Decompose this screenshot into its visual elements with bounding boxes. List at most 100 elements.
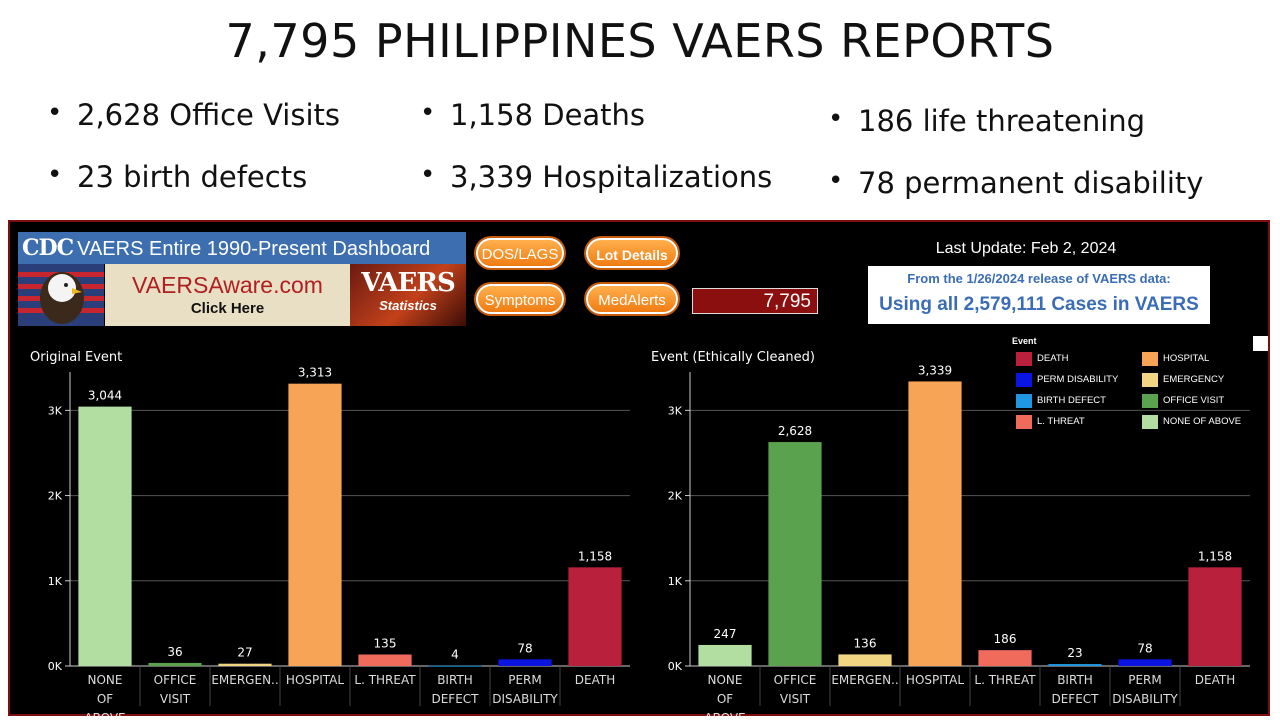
legend-swatch — [1142, 394, 1158, 408]
bar-value-label: 36 — [167, 645, 182, 659]
y-tick-label: 2K — [668, 490, 683, 503]
event-legend: Event DEATH HOSPITAL PERM DISABILITY EMERGE… — [1006, 332, 1256, 432]
bar-value-label: 3,313 — [298, 366, 332, 380]
dashboard-banner[interactable]: CDC VAERS Entire 1990-Present Dashboard — [18, 232, 466, 264]
vaers-logo-text: VAERS — [361, 268, 456, 298]
bar-value-label: 4 — [451, 648, 459, 662]
legend-swatch — [1016, 352, 1032, 366]
bar — [1048, 664, 1102, 666]
eagle-flag-image — [18, 264, 104, 326]
medalerts-button[interactable]: MedAlerts — [586, 284, 678, 314]
vaersaware-site: VAERSAware.com — [132, 272, 323, 298]
slide-title: 7,795 PHILIPPINES VAERS REPORTS — [225, 14, 1055, 68]
legend-label: PERM DISABILITY — [1037, 374, 1119, 385]
legend-label: DEATH — [1037, 353, 1069, 364]
y-tick-label: 2K — [48, 490, 63, 503]
legend-item: DEATH — [1016, 352, 1069, 366]
legend-title: Event — [1012, 336, 1037, 346]
y-tick-label: 0K — [668, 660, 683, 673]
filter-toggle[interactable] — [1253, 336, 1268, 351]
symptoms-button[interactable]: Symptoms — [476, 284, 564, 314]
legend-swatch — [1142, 352, 1158, 366]
x-tick-label: HOSPITAL — [906, 673, 964, 687]
lot-details-button[interactable]: Lot Details — [586, 238, 678, 268]
bar — [288, 383, 342, 666]
legend-item: NONE OF ABOVE — [1142, 415, 1241, 429]
bar-value-label: 3,339 — [918, 363, 952, 377]
vaersaware-click: Click Here — [190, 300, 265, 317]
bullet-deaths: 1,158 Deaths — [420, 98, 772, 160]
bar-value-label: 186 — [994, 632, 1017, 646]
legend-label: OFFICE VISIT — [1163, 395, 1225, 406]
statistics-logo-text: Statistics — [379, 298, 437, 313]
x-tick-label: L. THREAT — [354, 673, 416, 687]
bar-value-label: 78 — [517, 641, 532, 655]
legend-label: HOSPITAL — [1163, 353, 1210, 364]
legend-swatch — [1142, 373, 1158, 387]
bar-value-label: 27 — [237, 646, 252, 660]
bullet-life-threatening: 186 life threatening — [828, 104, 1203, 166]
dos-lags-button[interactable]: DOS/LAGS — [476, 238, 564, 268]
bar — [498, 659, 552, 666]
legend-label: BIRTH DEFECT — [1037, 395, 1106, 406]
bar — [218, 663, 272, 666]
x-tick-label: HOSPITAL — [286, 673, 344, 687]
x-tick-label: EMERGEN.. — [211, 673, 278, 687]
bar — [358, 654, 412, 666]
bar — [768, 442, 822, 666]
bullet-list-middle: 1,158 Deaths 3,339 Hospitalizations — [420, 98, 772, 222]
y-tick-label: 3K — [668, 404, 683, 417]
bullet-birth-defects: 23 birth defects — [47, 160, 340, 222]
legend-item: EMERGENCY — [1142, 373, 1224, 387]
x-tick-label: DEATH — [575, 673, 615, 687]
bar-value-label: 2,628 — [778, 424, 812, 438]
bullet-office-visits: 2,628 Office Visits — [47, 98, 340, 160]
bar — [568, 567, 622, 666]
legend-label: EMERGENCY — [1163, 374, 1225, 385]
legend-swatch — [1016, 415, 1032, 429]
bullet-hospitalizations: 3,339 Hospitalizations — [420, 160, 772, 222]
bar-value-label: 1,158 — [578, 549, 612, 563]
x-tick-label: DEATH — [1195, 673, 1235, 687]
x-tick-label: EMERGEN.. — [831, 673, 898, 687]
legend-item: L. THREAT — [1016, 415, 1085, 429]
x-tick-label: OFFICE VISIT — [774, 673, 817, 706]
cdc-logo: CDC — [22, 235, 74, 261]
x-tick-label: BIRTH DEFECT — [1051, 673, 1099, 706]
vaers-statistics-logo[interactable]: VAERS Statistics — [350, 264, 466, 326]
legend-swatch — [1142, 415, 1158, 429]
legend-item: BIRTH DEFECT — [1016, 394, 1106, 408]
bar-value-label: 23 — [1067, 646, 1082, 660]
legend-item: PERM DISABILITY — [1016, 373, 1118, 387]
bar — [1188, 567, 1242, 666]
legend-label: NONE OF ABOVE — [1163, 416, 1242, 427]
bar — [78, 406, 132, 666]
x-tick-label: PERM DISABILITY — [1112, 673, 1178, 706]
vaersaware-link[interactable]: VAERSAware.com Click Here — [105, 264, 350, 326]
banner-title: VAERS Entire 1990-Present Dashboard — [77, 238, 431, 260]
bar — [1118, 659, 1172, 666]
bar-value-label: 247 — [714, 627, 737, 641]
last-update-text: Last Update: Feb 2, 2024 — [935, 240, 1117, 257]
bar-value-label: 135 — [374, 636, 397, 650]
release-info-box: From the 1/26/2024 release of VAERS data… — [868, 266, 1210, 324]
total-count-box: 7,795 — [692, 288, 818, 314]
bar-value-label: 136 — [854, 636, 877, 650]
legend-item: OFFICE VISIT — [1142, 394, 1224, 408]
bullet-list-right: 186 life threatening 78 permanent disabi… — [828, 104, 1203, 228]
bar — [428, 665, 482, 667]
release-line-2: Using all 2,579,111 Cases in VAERS — [879, 294, 1199, 315]
vaers-dashboard: CDC VAERS Entire 1990-Present Dashboard V… — [8, 220, 1270, 716]
bar-value-label: 78 — [1137, 641, 1152, 655]
legend-swatch — [1016, 394, 1032, 408]
x-tick-label: OFFICE VISIT — [154, 673, 197, 706]
x-tick-label: BIRTH DEFECT — [431, 673, 479, 706]
legend-swatch — [1016, 373, 1032, 387]
bar — [148, 662, 202, 666]
y-tick-label: 1K — [668, 575, 683, 588]
y-tick-label: 1K — [48, 575, 63, 588]
y-tick-label: 3K — [48, 404, 63, 417]
